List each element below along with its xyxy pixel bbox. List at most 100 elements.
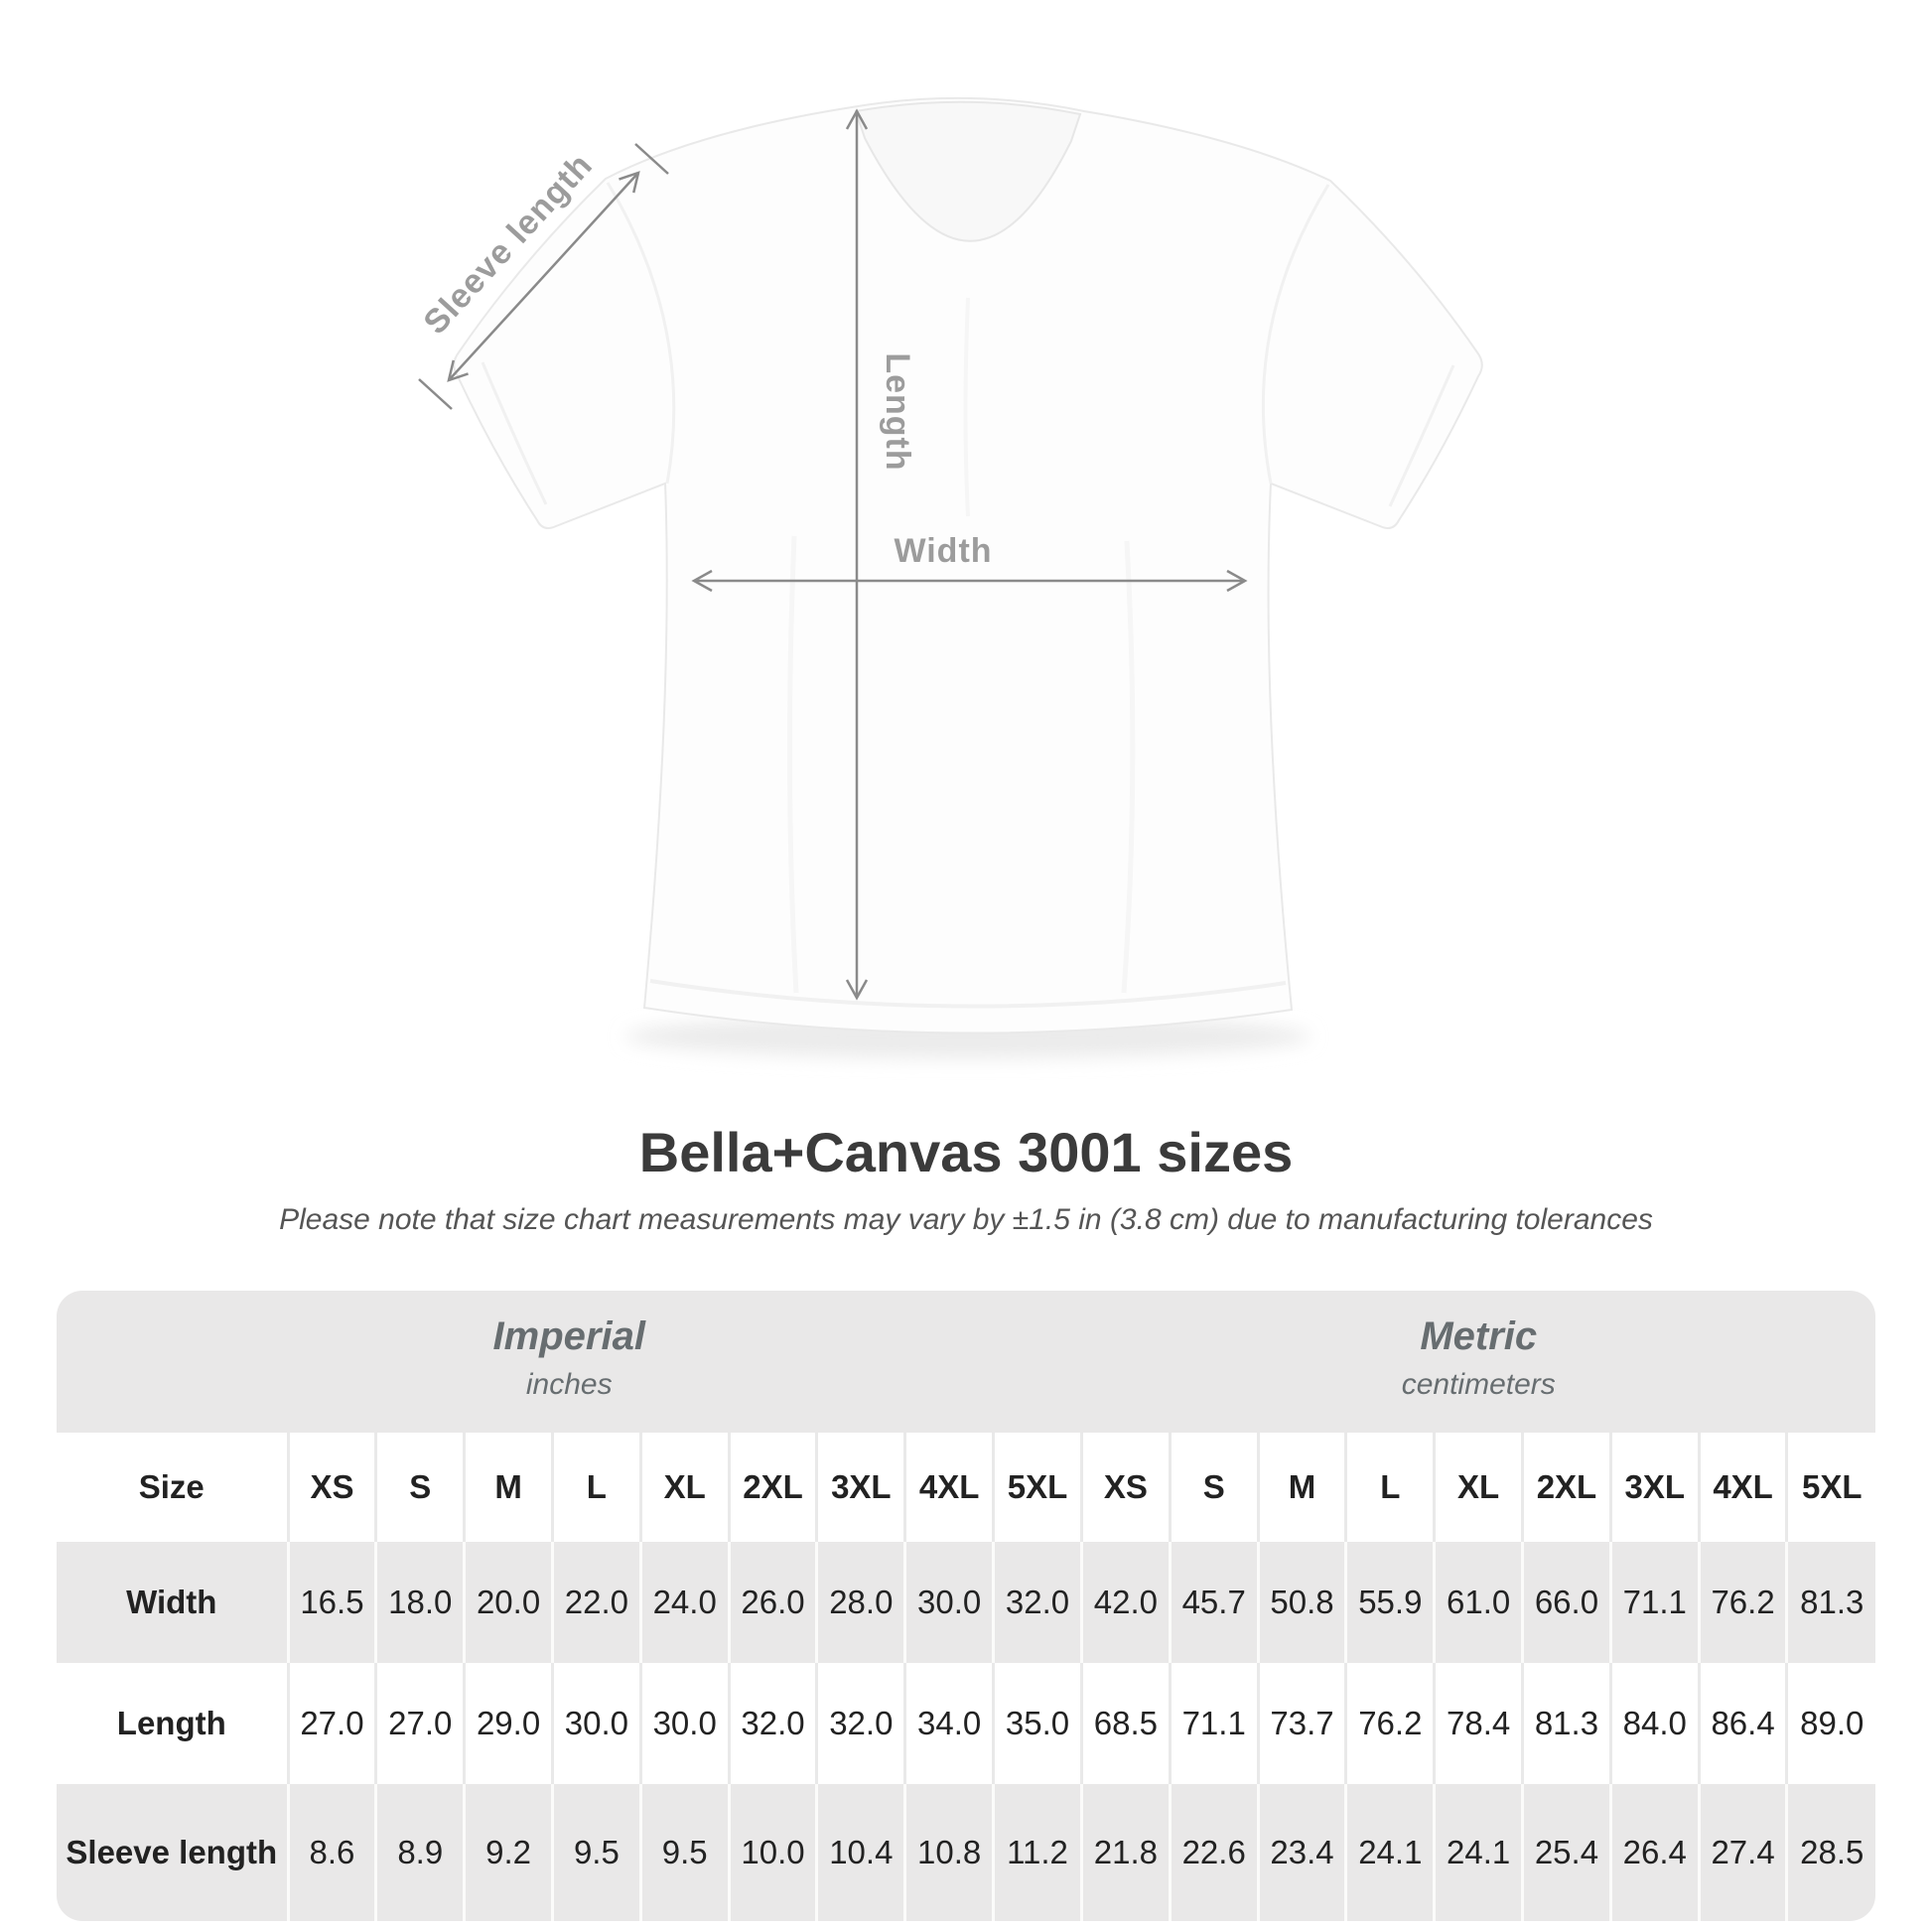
table-cell: 26.0 <box>727 1542 817 1663</box>
table-cell: 76.2 <box>1697 1542 1787 1663</box>
table-cell: 24.0 <box>638 1542 730 1663</box>
table-cell: 8.9 <box>374 1784 465 1921</box>
table-cell: 20.0 <box>463 1542 553 1663</box>
table-cell: 10.0 <box>727 1784 817 1921</box>
size-col-header: M <box>463 1433 553 1542</box>
table-cell: 45.7 <box>1168 1542 1259 1663</box>
table-cell: 16.5 <box>286 1542 376 1663</box>
row-label: Length <box>57 1663 289 1784</box>
table-cell: 30.0 <box>903 1542 994 1663</box>
table-cell: 27.0 <box>374 1663 465 1784</box>
size-col-header: L <box>550 1433 641 1542</box>
table-cell: 32.0 <box>992 1542 1082 1663</box>
imperial-unit: inches <box>525 1368 613 1401</box>
table-cell: 81.3 <box>1785 1542 1875 1663</box>
size-table: Imperial inches Metric centimeters Size … <box>57 1291 1875 1921</box>
table-cell: 42.0 <box>1079 1542 1171 1663</box>
table-cell: 23.4 <box>1256 1784 1346 1921</box>
size-col-header: S <box>1168 1433 1259 1542</box>
table-cell: 21.8 <box>1079 1784 1171 1921</box>
table-cell: 28.5 <box>1785 1784 1875 1921</box>
table-cell: 26.4 <box>1608 1784 1700 1921</box>
table-cell: 55.9 <box>1344 1542 1435 1663</box>
row-label: Width <box>57 1542 289 1663</box>
table-cell: 10.4 <box>815 1784 905 1921</box>
table-cell: 84.0 <box>1608 1663 1700 1784</box>
size-col-header: XS <box>1079 1433 1171 1542</box>
size-col-header: M <box>1256 1433 1346 1542</box>
size-col-header: 2XL <box>1521 1433 1611 1542</box>
metric-unit: centimeters <box>1401 1368 1556 1401</box>
table-cell: 25.4 <box>1521 1784 1611 1921</box>
sleeve-length-arrow <box>447 171 640 382</box>
size-col-header: 4XL <box>1697 1433 1787 1542</box>
size-col-header: L <box>1344 1433 1435 1542</box>
table-row-width: Width 16.5 18.0 20.0 22.0 24.0 26.0 28.0… <box>57 1542 1875 1663</box>
tshirt-measurement-diagram: Sleeve length Length Width <box>416 96 1483 1058</box>
table-cell: 22.0 <box>550 1542 641 1663</box>
table-cell: 24.1 <box>1433 1784 1523 1921</box>
table-cell: 35.0 <box>992 1663 1082 1784</box>
table-cell: 78.4 <box>1433 1663 1523 1784</box>
length-label: Length <box>879 352 916 471</box>
imperial-group-header: Imperial inches <box>57 1291 1082 1433</box>
size-col-header: 3XL <box>815 1433 905 1542</box>
table-row-length: Length 27.0 27.0 29.0 30.0 30.0 32.0 32.… <box>57 1663 1875 1784</box>
collar-band <box>854 100 1082 242</box>
table-cell: 30.0 <box>550 1663 641 1784</box>
table-cell: 73.7 <box>1256 1663 1346 1784</box>
table-cell: 34.0 <box>903 1663 994 1784</box>
unit-group-row: Imperial inches Metric centimeters <box>57 1291 1875 1433</box>
table-cell: 68.5 <box>1079 1663 1171 1784</box>
imperial-label: Imperial <box>492 1314 645 1358</box>
size-corner-header: Size <box>57 1433 289 1542</box>
sleeve-tick-top <box>634 143 669 175</box>
page-title: Bella+Canvas 3001 sizes <box>638 1121 1294 1183</box>
size-col-header: 3XL <box>1608 1433 1700 1542</box>
table-cell: 9.2 <box>463 1784 553 1921</box>
table-cell: 24.1 <box>1344 1784 1435 1921</box>
table-cell: 32.0 <box>727 1663 817 1784</box>
size-col-header: 5XL <box>1785 1433 1875 1542</box>
table-row-sleeve-length: Sleeve length 8.6 8.9 9.2 9.5 9.5 10.0 1… <box>57 1784 1875 1921</box>
table-cell: 30.0 <box>638 1663 730 1784</box>
table-cell: 86.4 <box>1697 1663 1787 1784</box>
table-cell: 9.5 <box>550 1784 641 1921</box>
table-cell: 76.2 <box>1344 1663 1435 1784</box>
size-col-header: XS <box>286 1433 376 1542</box>
table-cell: 27.4 <box>1697 1784 1787 1921</box>
table-cell: 81.3 <box>1521 1663 1611 1784</box>
table-cell: 71.1 <box>1608 1542 1700 1663</box>
size-col-header: 5XL <box>992 1433 1082 1542</box>
size-header-row: Size XS S M L XL 2XL 3XL 4XL 5XL XS S M … <box>57 1433 1875 1542</box>
table-cell: 9.5 <box>638 1784 730 1921</box>
table-cell: 11.2 <box>992 1784 1082 1921</box>
dimension-arrows <box>418 108 1248 1001</box>
table-cell: 10.8 <box>903 1784 994 1921</box>
table-cell: 22.6 <box>1168 1784 1259 1921</box>
table-cell: 18.0 <box>374 1542 465 1663</box>
size-col-header: 4XL <box>903 1433 994 1542</box>
row-label: Sleeve length <box>57 1784 289 1921</box>
tolerance-note: Please note that size chart measurements… <box>279 1203 1653 1236</box>
metric-label: Metric <box>1420 1314 1538 1358</box>
metric-group-header: Metric centimeters <box>1081 1291 1875 1433</box>
table-cell: 27.0 <box>286 1663 376 1784</box>
size-col-header: XL <box>1433 1433 1523 1542</box>
size-col-header: XL <box>638 1433 730 1542</box>
tshirt-body <box>453 96 1483 1035</box>
table-cell: 89.0 <box>1785 1663 1875 1784</box>
sleeve-tick-bottom <box>418 378 453 410</box>
table-cell: 29.0 <box>463 1663 553 1784</box>
size-col-header: 2XL <box>727 1433 817 1542</box>
table-cell: 50.8 <box>1256 1542 1346 1663</box>
table-cell: 61.0 <box>1433 1542 1523 1663</box>
size-col-header: S <box>374 1433 465 1542</box>
table-cell: 28.0 <box>815 1542 905 1663</box>
width-label: Width <box>894 532 992 570</box>
table-cell: 32.0 <box>815 1663 905 1784</box>
table-cell: 71.1 <box>1168 1663 1259 1784</box>
table-cell: 66.0 <box>1521 1542 1611 1663</box>
table-cell: 8.6 <box>286 1784 376 1921</box>
